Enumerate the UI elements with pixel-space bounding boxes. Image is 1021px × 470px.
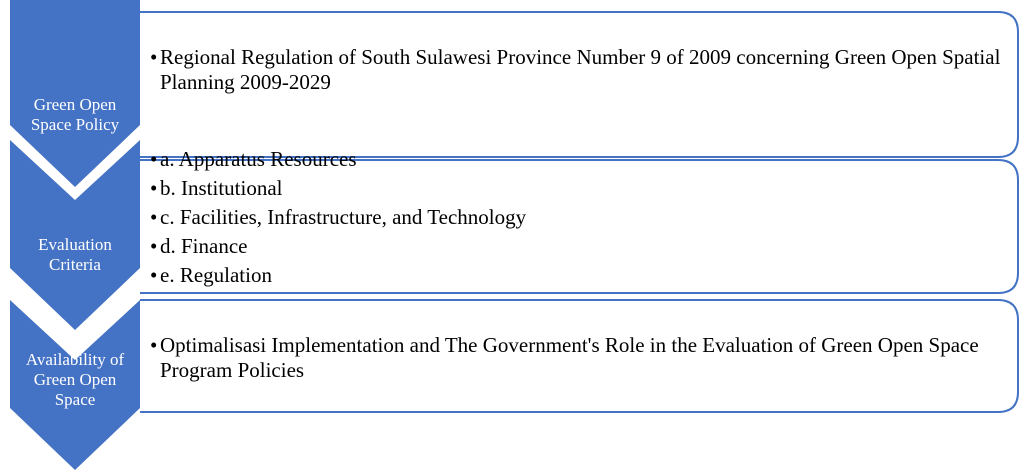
- bullet-list: Optimalisasi Implementation and The Gove…: [150, 318, 1010, 398]
- bullet-text: d. Finance: [160, 233, 248, 258]
- bullet-text: Optimalisasi Implementation and The Gove…: [160, 333, 979, 382]
- bullet-text: e. Regulation: [160, 262, 272, 287]
- bullet-text: a. Apparatus Resources: [160, 146, 357, 171]
- chevron: [10, 0, 140, 187]
- bullet: d. Finance: [150, 234, 1010, 259]
- bullet-text: c. Facilities, Infrastructure, and Techn…: [160, 204, 527, 229]
- bullet: b. Institutional: [150, 176, 1010, 201]
- chevron-label: Evaluation Criteria: [38, 235, 112, 274]
- bullet-list: a. Apparatus Resources b. Institutional c.…: [150, 137, 1010, 297]
- bullet: Optimalisasi Implementation and The Gove…: [150, 333, 1010, 383]
- bullet: a. Apparatus Resources: [150, 147, 1010, 172]
- bullet-text: b. Institutional: [160, 175, 283, 200]
- chevron-label: Green Open Space Policy: [30, 95, 120, 134]
- bullet-list: Regional Regulation of South Sulawesi Pr…: [150, 30, 1010, 110]
- chevron-label: Availability of Green Open Space: [25, 350, 125, 409]
- bullet: c. Facilities, Infrastructure, and Techn…: [150, 205, 1010, 230]
- bullet: Regional Regulation of South Sulawesi Pr…: [150, 45, 1010, 95]
- chevron: [10, 300, 140, 470]
- bullet: e. Regulation: [150, 263, 1010, 288]
- bullet-text: Regional Regulation of South Sulawesi Pr…: [160, 45, 1001, 94]
- chevron: [10, 140, 140, 330]
